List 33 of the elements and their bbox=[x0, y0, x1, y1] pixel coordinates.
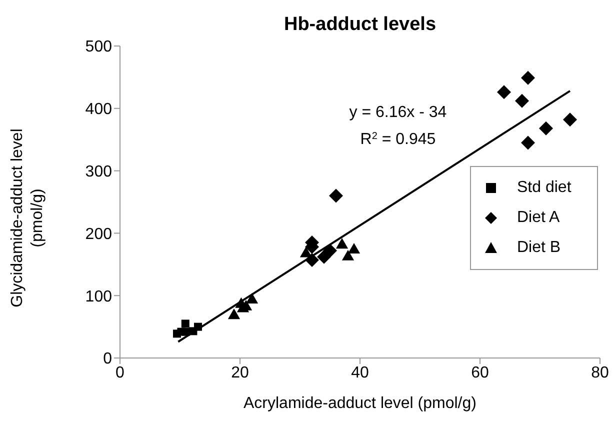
point bbox=[539, 121, 553, 136]
point bbox=[342, 250, 354, 260]
y-tick-label: 100 bbox=[85, 288, 112, 306]
annotation: y = 6.16x - 34 bbox=[349, 104, 447, 121]
point bbox=[246, 292, 258, 304]
point bbox=[181, 320, 190, 328]
point bbox=[329, 188, 343, 203]
annotation: R$^{2}$ = 0.945 bbox=[360, 130, 436, 148]
point bbox=[521, 70, 535, 85]
y-tick-label: 200 bbox=[85, 226, 112, 243]
x-tick-label: 20 bbox=[231, 364, 249, 382]
y-tick-label: 300 bbox=[85, 163, 112, 180]
x-tick-label: 60 bbox=[471, 364, 489, 382]
legend-label: Diet A bbox=[517, 208, 560, 228]
y-tick-label: 500 bbox=[85, 38, 112, 56]
y-tick-label: 0 bbox=[103, 350, 112, 368]
y-tick-label: 400 bbox=[85, 101, 112, 118]
chart-title: Hb-adduct levels bbox=[284, 14, 436, 35]
x-axis-title: Acrylamide-adduct level (pmol/g) bbox=[244, 395, 476, 412]
point bbox=[323, 244, 337, 258]
x-tick-label: 40 bbox=[351, 364, 369, 382]
x-tick-label: 0 bbox=[116, 364, 125, 382]
point bbox=[348, 243, 360, 254]
point bbox=[497, 85, 511, 100]
legend-label: Diet B bbox=[517, 238, 561, 258]
point bbox=[563, 112, 577, 127]
x-tick-label: 80 bbox=[591, 364, 609, 382]
legend-label: Std diet bbox=[517, 178, 572, 198]
point bbox=[228, 308, 240, 320]
y-axis-title: Glycidamide-adduct level (pmol/g) bbox=[8, 128, 47, 310]
point bbox=[336, 238, 348, 249]
point bbox=[521, 136, 535, 150]
point bbox=[515, 94, 529, 108]
